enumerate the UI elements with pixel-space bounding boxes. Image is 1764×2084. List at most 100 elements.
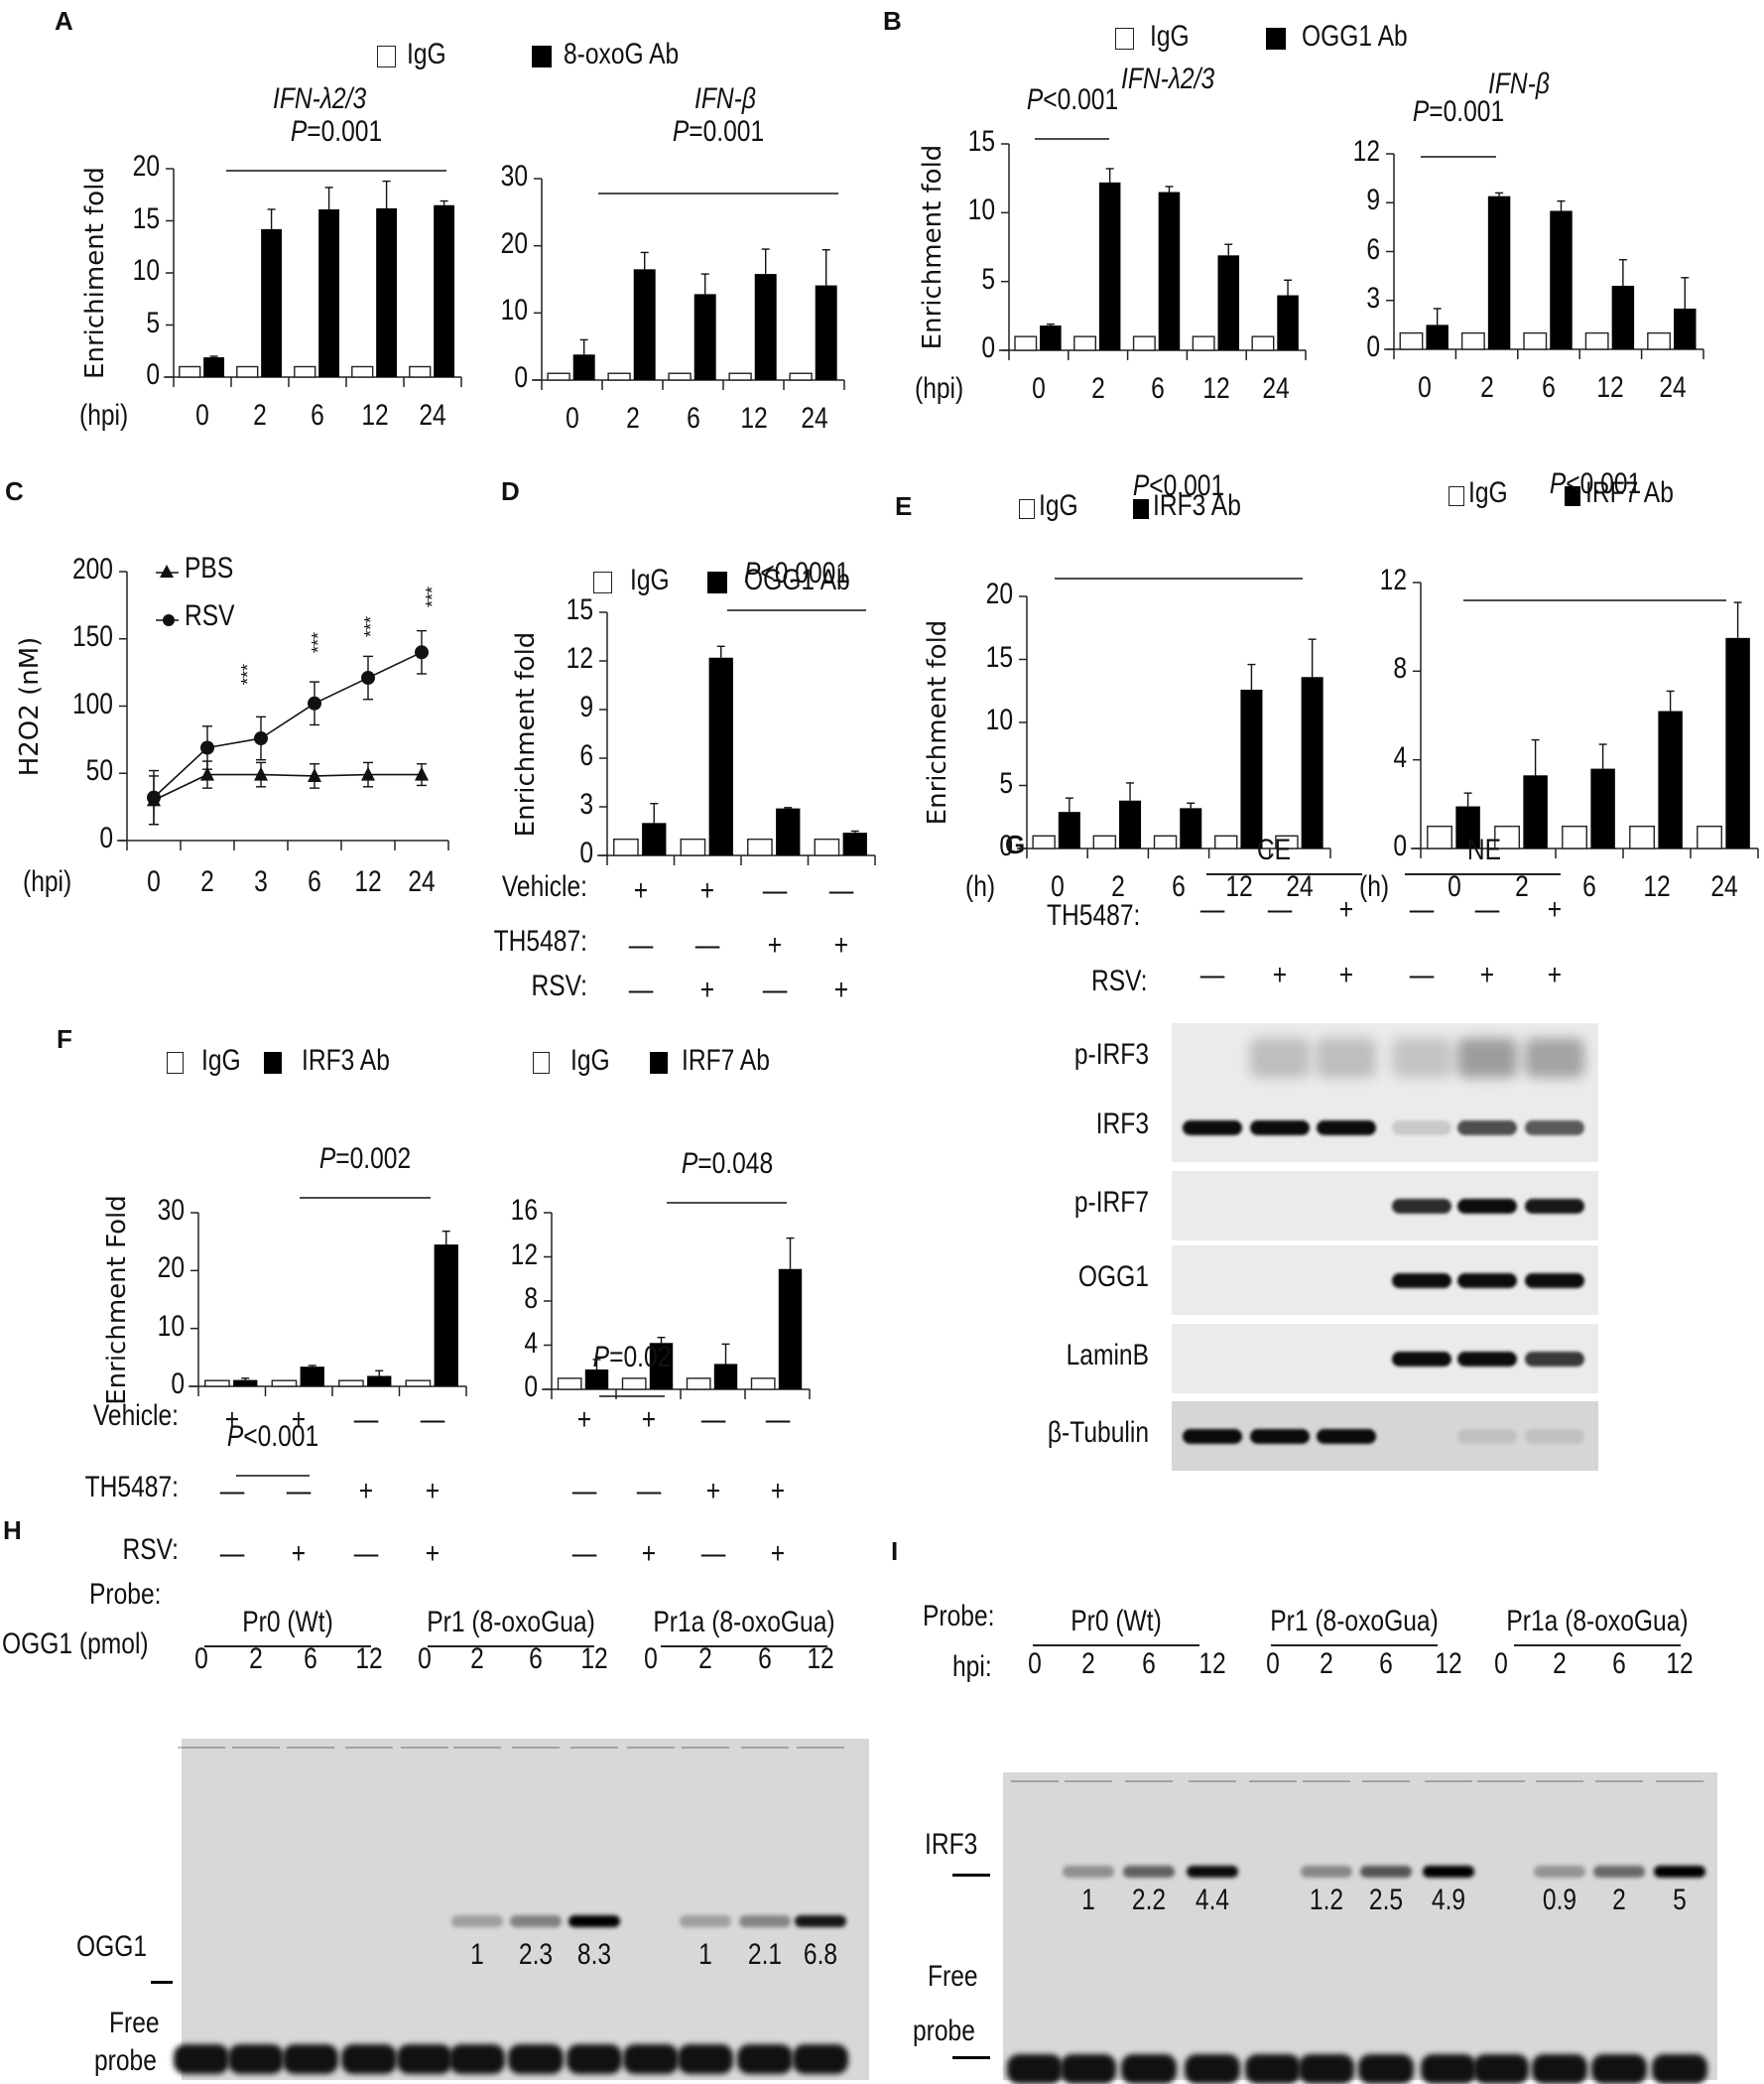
bar-antibody — [261, 228, 283, 377]
x-tick-label: 12 — [1202, 372, 1230, 405]
condition-sign: + — [767, 929, 782, 962]
bar-antibody — [1040, 326, 1062, 350]
bar-antibody — [815, 285, 837, 380]
p-value-annotation: P<0.001 — [1132, 469, 1225, 502]
bar-igg — [1697, 825, 1722, 849]
legend-label-igg: IgG — [570, 1044, 610, 1077]
x-tick-label: 2 — [200, 865, 214, 898]
condition-sign: + — [705, 1475, 720, 1507]
panel-label-f: F — [57, 1024, 72, 1054]
y-tick-label: 4 — [1393, 740, 1407, 774]
legend-label-irf7: IRF7 Ab — [1585, 476, 1674, 509]
y-tick-label: 20 — [157, 1251, 185, 1285]
bar-antibody — [1301, 677, 1323, 848]
y-tick-label: 3 — [579, 788, 593, 821]
bar-antibody — [1523, 775, 1548, 848]
bar-igg — [271, 1379, 298, 1387]
y-tick-label: 50 — [85, 754, 113, 788]
y-tick-label: 10 — [157, 1309, 185, 1343]
condition-sign: — — [700, 1403, 725, 1436]
y-tick-label: 0 — [146, 358, 160, 391]
bar-igg — [613, 838, 639, 856]
y-tick-label: 0 — [99, 822, 113, 854]
y-tick-label: 0 — [999, 830, 1013, 862]
condition-row-label: Vehicle: — [501, 870, 587, 903]
filled-square-icon — [532, 46, 552, 67]
bar-igg — [1192, 335, 1215, 351]
x-tick-label: 6 — [1150, 372, 1165, 405]
bar-antibody — [693, 294, 716, 380]
y-tick-label: 9 — [579, 691, 593, 723]
x-tick-label: 12 — [361, 399, 389, 432]
bar-igg — [1523, 331, 1548, 350]
condition-sign: + — [633, 874, 648, 907]
legend-label-igg: IgG — [630, 564, 670, 596]
x-tick-label: 24 — [419, 399, 446, 432]
x-tick-label: 6 — [686, 402, 700, 435]
condition-sign: — — [219, 1475, 245, 1507]
condition-sign: — — [628, 974, 654, 1006]
bar-igg — [204, 1379, 230, 1387]
condition-sign: + — [700, 874, 715, 907]
y-tick-label: 0 — [981, 331, 995, 364]
bar-antibody — [1180, 808, 1202, 848]
panel-label-c: C — [5, 476, 24, 506]
bar-antibody — [233, 1379, 258, 1386]
condition-sign: — — [765, 1403, 790, 1436]
legend-label-igg: IgG — [1150, 20, 1190, 53]
condition-sign: — — [762, 874, 788, 907]
condition-sign: + — [700, 974, 715, 1006]
x-axis-label: (hpi) — [23, 865, 72, 898]
condition-sign: + — [641, 1403, 656, 1436]
y-tick-label: 0 — [514, 361, 528, 394]
bar-antibody — [1119, 800, 1142, 848]
y-tick-label: 150 — [71, 619, 113, 653]
y-tick-label: 20 — [132, 150, 160, 183]
bar-antibody — [434, 1244, 458, 1386]
bar-antibody — [778, 1268, 803, 1389]
condition-sign: + — [292, 1537, 307, 1570]
y-tick-label: 0 — [171, 1368, 185, 1400]
bar-igg — [1132, 335, 1156, 351]
panel-label-g: G — [1005, 830, 1026, 859]
bar-igg — [607, 372, 631, 381]
filled-square-icon — [1133, 499, 1149, 519]
condition-sign: — — [286, 1475, 312, 1507]
p-value-annotation: P=0.001 — [290, 115, 383, 148]
y-tick-label: 20 — [985, 578, 1013, 610]
x-tick-label: 12 — [354, 865, 382, 898]
x-tick-label: 2 — [1110, 870, 1125, 903]
condition-sign: + — [834, 929, 849, 962]
legend-label-8oxog: 8-oxoG Ab — [564, 38, 680, 70]
y-tick-label: 0 — [1366, 330, 1380, 363]
x-tick-label: 0 — [565, 402, 579, 435]
x-tick-label: 2 — [1515, 870, 1529, 903]
condition-sign: — — [694, 929, 720, 962]
filled-square-icon — [264, 1052, 282, 1074]
panel-label-i: I — [891, 1536, 899, 1566]
y-tick-label: 6 — [1366, 232, 1380, 266]
open-square-icon — [1449, 486, 1464, 506]
p-value-annotation: P=0.001 — [1412, 95, 1505, 128]
bar-igg — [236, 365, 259, 378]
condition-row-label: RSV: — [531, 970, 587, 1002]
x-tick-label: 3 — [254, 865, 268, 898]
legend-label-irf3: IRF3 Ab — [1153, 489, 1241, 522]
bar-antibody — [1658, 711, 1683, 848]
bar-igg — [686, 1377, 711, 1390]
panel-label-b: B — [883, 6, 902, 36]
x-tick-label: 6 — [1582, 870, 1596, 903]
chart-title: IFN-λ2/3 — [273, 82, 367, 115]
bar-antibody — [584, 1368, 609, 1389]
panel-label-e: E — [895, 491, 913, 521]
y-tick-label: 20 — [500, 226, 528, 260]
open-square-icon — [1019, 499, 1035, 519]
y-tick-label: 3 — [1366, 281, 1380, 315]
bar-antibody — [649, 1343, 674, 1389]
x-tick-label: 24 — [408, 865, 436, 898]
